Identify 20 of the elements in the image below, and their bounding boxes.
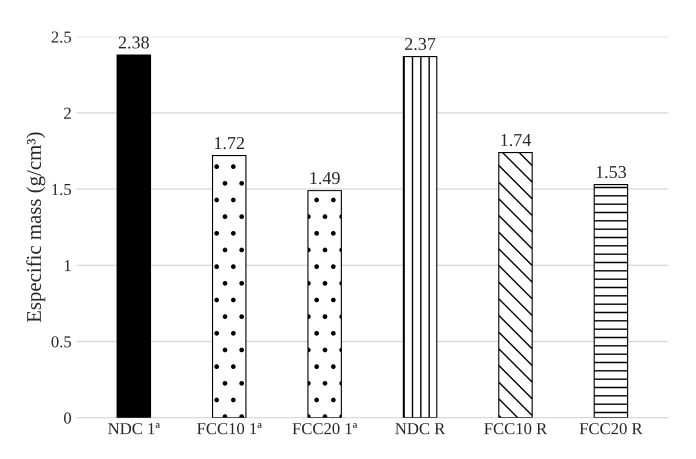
y-tick-label: 2: [64, 108, 71, 119]
data-label: 1.72: [215, 137, 244, 150]
x-tick-label: NDC 1ª: [108, 423, 160, 434]
x-tick-label: FCC20 1ª: [292, 423, 358, 434]
y-tick-label: 2.5: [52, 31, 72, 43]
y-axis-title: Especific mass (g/cm³): [26, 132, 46, 322]
x-tick-label: FCC10 1ª: [197, 423, 262, 434]
data-label: 2.37: [405, 38, 436, 50]
y-tick-label: 0: [64, 412, 72, 424]
x-tick-label: FCC20 R: [580, 423, 643, 434]
data-label: 1.74: [501, 134, 532, 146]
y-tick-label: 1.5: [52, 184, 72, 196]
x-tick-label: NDC R: [395, 423, 446, 434]
bar: [116, 54, 152, 418]
data-label: 1.49: [310, 172, 340, 184]
data-label: 1.53: [596, 166, 626, 178]
y-tick-label: 1: [64, 260, 71, 272]
y-tick-label: 0.5: [52, 336, 72, 348]
data-label: 2.38: [118, 36, 149, 49]
x-tick-label: FCC10 R: [484, 423, 548, 434]
